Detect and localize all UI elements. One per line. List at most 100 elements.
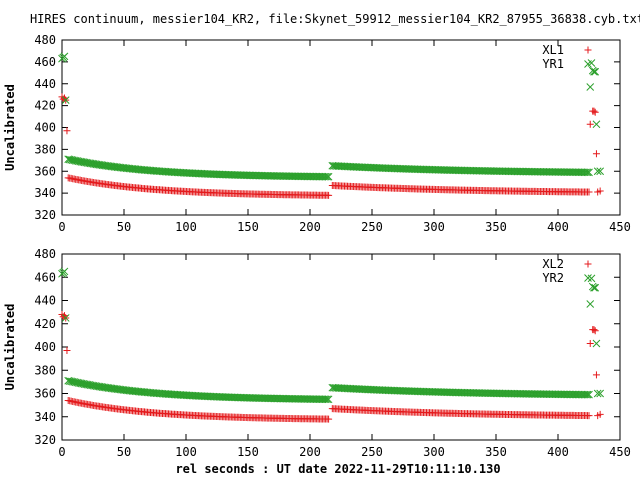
x-tick-label: 450 bbox=[609, 220, 631, 234]
data-point bbox=[596, 187, 604, 195]
data-point bbox=[593, 389, 602, 398]
legend-marker bbox=[584, 274, 592, 282]
data-point bbox=[592, 150, 600, 158]
y-tick-label: 320 bbox=[34, 208, 56, 222]
data-point bbox=[585, 390, 593, 399]
data-point bbox=[65, 377, 74, 385]
data-point bbox=[590, 107, 598, 115]
y-tick-label: 460 bbox=[34, 55, 56, 69]
series-xl1 bbox=[58, 93, 604, 199]
chart-title: HIRES continuum, messier104_KR2, file:Sk… bbox=[30, 12, 640, 26]
data-point bbox=[591, 327, 599, 335]
y-axis-label: Uncalibrated bbox=[3, 84, 17, 171]
y-tick-label: 420 bbox=[34, 317, 56, 331]
legend-symbol bbox=[584, 46, 592, 54]
legend-label: XL2 bbox=[542, 257, 564, 271]
data-point bbox=[586, 300, 595, 308]
y-tick-label: 480 bbox=[34, 247, 56, 261]
x-tick-label: 50 bbox=[117, 220, 131, 234]
series-yr2 bbox=[58, 267, 605, 404]
y-tick-label: 440 bbox=[34, 77, 56, 91]
x-tick-label: 350 bbox=[485, 220, 507, 234]
data-point bbox=[60, 52, 69, 61]
data-point bbox=[591, 67, 600, 76]
data-point bbox=[63, 127, 71, 135]
data-point bbox=[60, 267, 69, 276]
y-tick-label: 360 bbox=[34, 164, 56, 178]
y-tick-label: 380 bbox=[34, 142, 56, 156]
data-point bbox=[596, 167, 605, 176]
data-point bbox=[73, 378, 82, 387]
data-point bbox=[586, 83, 595, 91]
legend-symbol bbox=[584, 260, 592, 268]
data-point bbox=[64, 155, 73, 164]
data-point bbox=[63, 346, 71, 354]
data-point bbox=[591, 283, 600, 292]
series-xl2 bbox=[58, 310, 604, 423]
data-point bbox=[590, 326, 598, 334]
x-tick-label: 50 bbox=[117, 445, 131, 459]
legend-label: XL1 bbox=[542, 43, 564, 57]
y-tick-label: 340 bbox=[34, 186, 56, 200]
x-tick-label: 400 bbox=[547, 445, 569, 459]
y-tick-label: 400 bbox=[34, 121, 56, 135]
data-point bbox=[325, 415, 333, 423]
data-point bbox=[70, 378, 79, 386]
legend-label: YR2 bbox=[542, 271, 564, 285]
x-tick-label: 150 bbox=[237, 445, 259, 459]
data-point bbox=[583, 390, 592, 399]
x-tick-label: 200 bbox=[299, 220, 321, 234]
x-tick-label: 0 bbox=[58, 220, 65, 234]
data-point bbox=[585, 168, 593, 177]
x-tick-label: 100 bbox=[175, 445, 197, 459]
y-tick-label: 400 bbox=[34, 340, 56, 354]
legend-marker bbox=[584, 60, 592, 68]
plot-panel-1: 320 340 360 380 400 420 440 460 480 0 50 100 150 200 2… bbox=[3, 33, 631, 234]
data-point bbox=[324, 395, 333, 404]
data-point bbox=[323, 172, 331, 181]
y-tick-label: 360 bbox=[34, 387, 56, 401]
x-tick-label: 250 bbox=[361, 445, 383, 459]
y-axis-label: Uncalibrated bbox=[3, 304, 17, 391]
data-point bbox=[596, 410, 604, 418]
x-tick-label: 450 bbox=[609, 445, 631, 459]
data-point bbox=[587, 274, 596, 283]
data-point bbox=[582, 168, 590, 177]
data-point bbox=[324, 172, 333, 181]
data-point bbox=[586, 340, 594, 348]
data-point bbox=[321, 172, 330, 181]
data-point bbox=[61, 314, 70, 322]
data-point bbox=[592, 371, 600, 379]
data-point bbox=[592, 120, 601, 129]
legend-label: YR1 bbox=[542, 57, 564, 71]
x-tick-label: 300 bbox=[423, 220, 445, 234]
x-tick-label: 200 bbox=[299, 445, 321, 459]
data-point bbox=[65, 155, 74, 164]
data-point bbox=[71, 378, 80, 387]
legend-symbol bbox=[584, 60, 592, 68]
data-point bbox=[67, 155, 76, 164]
y-tick-label: 460 bbox=[34, 270, 56, 284]
data-point bbox=[592, 339, 601, 348]
legend-marker bbox=[584, 46, 592, 54]
x-tick-label: 350 bbox=[485, 445, 507, 459]
y-tick-label: 320 bbox=[34, 433, 56, 447]
data-point bbox=[67, 377, 76, 386]
x-axis-label: rel seconds : UT date 2022-11-29T10:11:1… bbox=[175, 462, 500, 476]
y-tick-label: 380 bbox=[34, 363, 56, 377]
legend-symbol bbox=[584, 274, 592, 282]
y-tick-label: 420 bbox=[34, 99, 56, 113]
data-point bbox=[323, 395, 331, 404]
data-point bbox=[321, 395, 330, 404]
x-tick-label: 100 bbox=[175, 220, 197, 234]
data-point bbox=[61, 96, 70, 105]
data-point bbox=[585, 412, 593, 420]
x-tick-label: 0 bbox=[58, 445, 65, 459]
data-point bbox=[68, 377, 77, 386]
y-tick-label: 340 bbox=[34, 410, 56, 424]
data-point bbox=[590, 67, 598, 76]
x-tick-label: 250 bbox=[361, 220, 383, 234]
